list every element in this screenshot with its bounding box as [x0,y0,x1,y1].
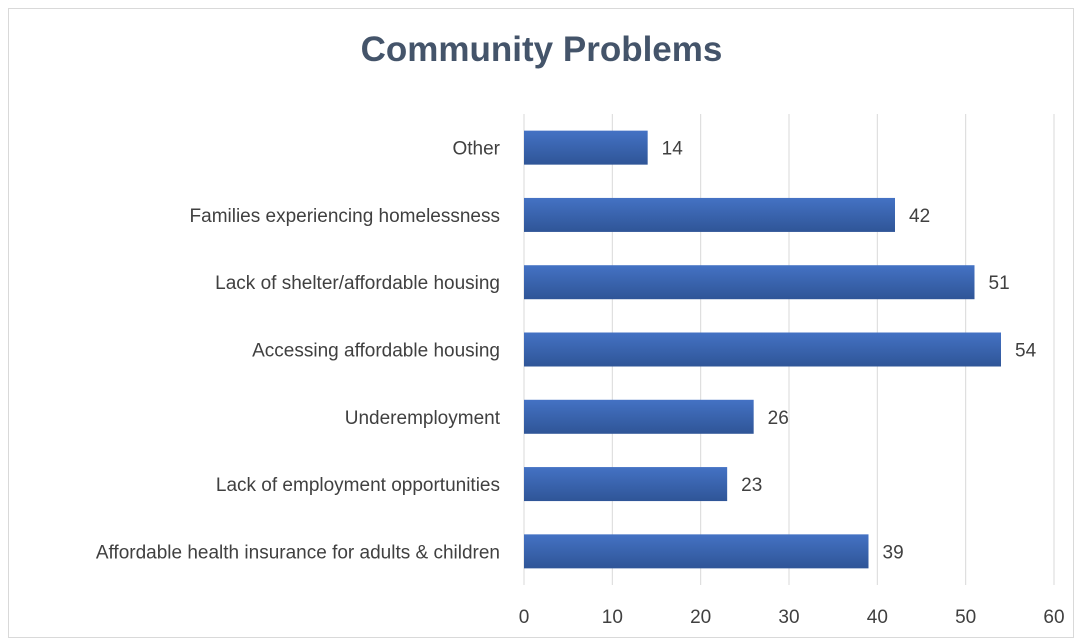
bar [524,467,728,502]
data-label: 23 [741,475,762,496]
category-label: Underemployment [345,408,501,429]
bar [524,534,869,569]
category-label: Other [452,139,500,160]
labels: 0 10 20 30 40 50 60 Other 14 Families experiencin… [96,139,1065,628]
category-label: Lack of employment opportunities [216,475,500,496]
x-tick-label: 20 [690,607,711,628]
bar [524,399,754,434]
category-label: Lack of shelter/affordable housing [215,273,500,294]
x-tick-label: 60 [1043,607,1064,628]
x-tick-label: 40 [867,607,888,628]
x-tick-label: 10 [602,607,623,628]
chart-area [8,8,1074,638]
data-label: 14 [662,139,684,160]
bar [524,332,1001,367]
data-label: 42 [909,206,930,227]
x-tick-label: 30 [778,607,799,628]
x-tick-label: 0 [519,607,530,628]
category-label: Families experiencing homelessness [190,206,500,227]
bar [524,265,975,300]
data-label: 39 [883,542,904,563]
chart-title: Community Problems [360,30,723,69]
category-label: Affordable health insurance for adults &… [96,542,500,563]
data-label: 26 [768,408,789,429]
category-label: Accessing affordable housing [252,341,500,362]
data-label: 54 [1015,341,1037,362]
x-tick-label: 50 [955,607,976,628]
bars [524,130,1001,569]
data-label: 51 [989,273,1010,294]
bar [524,130,648,165]
bar [524,197,895,232]
